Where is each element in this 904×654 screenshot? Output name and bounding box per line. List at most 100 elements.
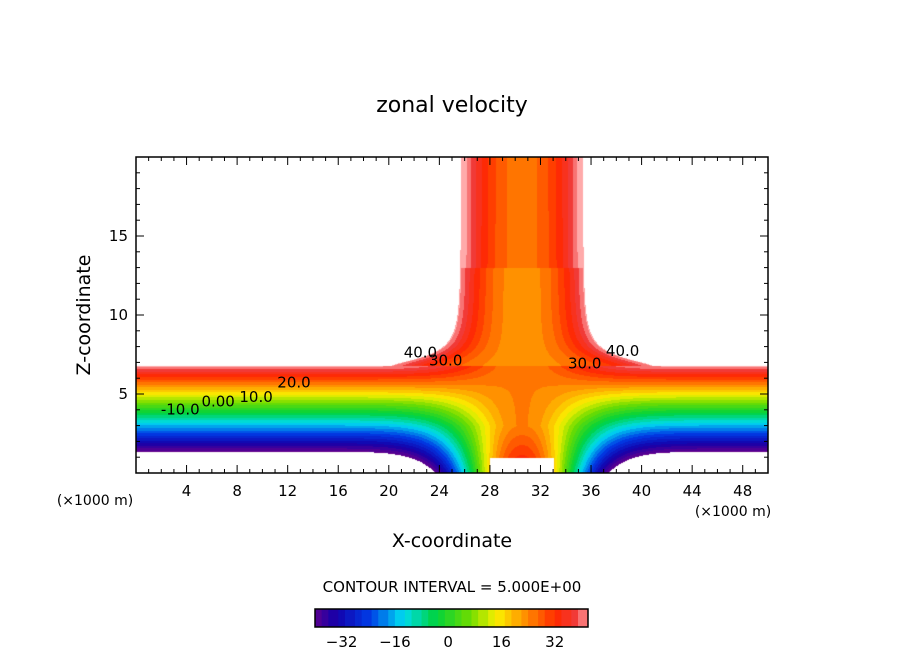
colorbar-tick-label: −16	[379, 633, 411, 651]
colorbar-swatch	[494, 609, 499, 627]
x-tick-label: 36	[581, 482, 600, 500]
contour-label: -10.0	[161, 401, 200, 419]
colorbar-swatch	[544, 609, 549, 627]
colorbar-swatch	[404, 609, 409, 627]
x-tick-label: 24	[430, 482, 449, 500]
colorbar-swatch	[378, 609, 383, 627]
colorbar-swatch	[334, 609, 339, 627]
colorbar-swatch	[518, 609, 522, 627]
colorbar-ticks: −32 −16 0 16 32	[326, 633, 564, 651]
colorbar-swatch	[458, 609, 462, 627]
colorbar-swatch	[504, 609, 509, 627]
contour-labels: 40.030.020.010.00.00-10.030.040.0	[161, 342, 640, 418]
y-axis: 5 10 15	[109, 172, 768, 458]
colorbar-swatch	[574, 609, 579, 627]
x-tick-label: 48	[733, 482, 752, 500]
y-tick-label: 15	[109, 227, 128, 245]
colorbar-swatch	[524, 609, 529, 627]
colorbar-swatch	[388, 609, 393, 627]
colorbar-swatch	[528, 609, 532, 627]
colorbar-frame	[314, 608, 589, 628]
colorbar-swatch	[498, 609, 502, 627]
colorbar-swatch	[331, 609, 336, 627]
colorbar-swatch	[344, 609, 349, 627]
x-left-unit-label: (×1000 m)	[57, 493, 133, 509]
x-right-unit-label: (×1000 m)	[695, 504, 771, 520]
colorbar-swatch	[411, 609, 416, 627]
colorbar-swatch	[361, 609, 366, 627]
colorbar-swatch	[571, 609, 576, 627]
colorbar-swatch	[568, 609, 572, 627]
x-tick-label: 12	[278, 482, 297, 500]
y-tick-label: 5	[118, 385, 128, 403]
x-tick-label: 44	[683, 482, 702, 500]
colorbar-swatch	[461, 609, 466, 627]
plot-frame	[135, 156, 769, 474]
x-tick-label: 4	[182, 482, 192, 500]
colorbar-swatch	[364, 609, 369, 627]
colorbar-swatch	[478, 609, 482, 627]
colorbar-swatch	[558, 609, 562, 627]
colorbar-swatch	[484, 609, 489, 627]
colorbar-swatch	[321, 609, 326, 627]
colorbar-swatch	[451, 609, 456, 627]
colorbar-swatch	[541, 609, 546, 627]
colorbar-swatch	[538, 609, 542, 627]
colorbar-swatch	[428, 609, 433, 627]
colorbar-swatch	[371, 609, 376, 627]
contour-label: 30.0	[568, 355, 601, 373]
x-axis-label: X-coordinate	[392, 530, 512, 552]
x-tick-label: 32	[531, 482, 550, 500]
colorbar-swatch	[508, 609, 512, 627]
contour-label: 40.0	[404, 344, 437, 362]
colorbar-swatch	[368, 609, 373, 627]
colorbar-swatch	[351, 609, 356, 627]
colorbar	[314, 608, 589, 628]
x-tick-label: 8	[232, 482, 242, 500]
colorbar-swatch	[434, 609, 439, 627]
colorbar-swatch	[354, 609, 359, 627]
colorbar-tick-label: 16	[492, 633, 511, 651]
contour-label: 30.0	[429, 352, 462, 370]
colorbar-swatch	[564, 609, 569, 627]
x-tick-label: 16	[329, 482, 348, 500]
colorbar-tick-label: −32	[326, 633, 358, 651]
colorbar-tick-label: 32	[545, 633, 564, 651]
colorbar-swatch	[548, 609, 552, 627]
colorbar-swatch	[348, 609, 353, 627]
colorbar-swatch	[431, 609, 436, 627]
colorbar-swatch	[414, 609, 419, 627]
colorbar-swatch	[341, 609, 346, 627]
colorbar-swatch	[318, 609, 323, 627]
y-tick-label: 10	[109, 306, 128, 324]
colorbar-swatch	[394, 609, 399, 627]
colorbar-swatch	[338, 609, 343, 627]
colorbar-swatch	[381, 609, 386, 627]
colorbar-swatch	[561, 609, 566, 627]
contour-label: 10.0	[239, 388, 272, 406]
colorbar-swatch	[328, 609, 333, 627]
colorbar-swatch	[581, 609, 586, 627]
colorbar-swatch	[554, 609, 559, 627]
colorbar-swatch	[481, 609, 486, 627]
colorbar-swatch	[408, 609, 413, 627]
colorbar-swatch	[391, 609, 396, 627]
colorbar-swatch	[578, 609, 582, 627]
colorbar-swatch	[444, 609, 449, 627]
colorbar-swatch	[471, 609, 476, 627]
colorbar-swatch	[551, 609, 556, 627]
colorbar-swatch	[421, 609, 426, 627]
x-tick-label: 40	[632, 482, 651, 500]
colorbar-swatch	[534, 609, 539, 627]
colorbar-swatch	[488, 609, 492, 627]
colorbar-swatch	[468, 609, 472, 627]
colorbar-swatch	[491, 609, 496, 627]
contour-interval-text: CONTOUR INTERVAL = 5.000E+00	[323, 578, 582, 596]
colorbar-swatch	[448, 609, 452, 627]
colorbar-swatch	[511, 609, 516, 627]
colorbar-swatch	[418, 609, 423, 627]
colorbar-tick-label: 0	[443, 633, 453, 651]
y-axis-label: Z-coordinate	[73, 255, 95, 376]
